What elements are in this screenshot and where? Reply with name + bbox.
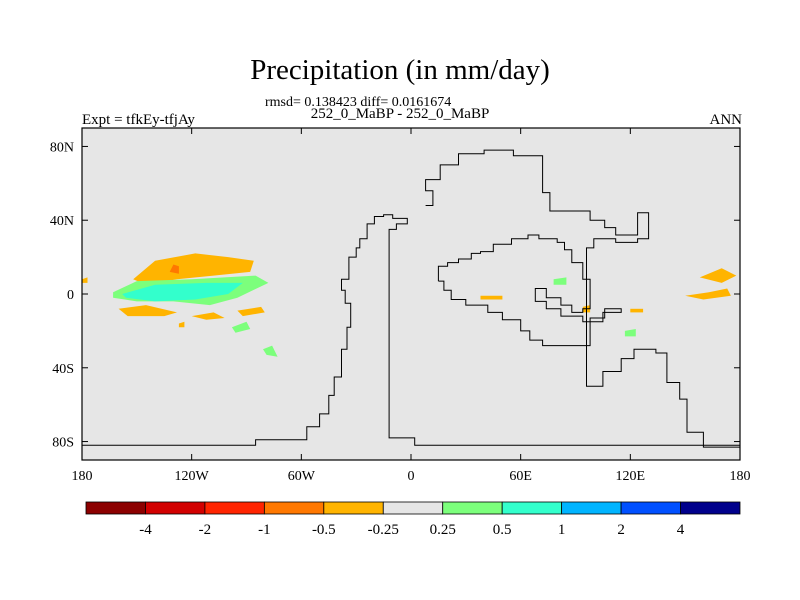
coastline-inner-coastline — [437, 234, 622, 347]
colorbar-label: -0.5 — [312, 522, 336, 538]
contour-region-4 — [118, 305, 177, 317]
season-label: ANN — [709, 112, 743, 128]
x-tick-label: 60E — [509, 469, 532, 484]
x-tick-label: 60W — [288, 469, 316, 484]
colorbar-swatch-4 — [323, 501, 384, 515]
colorbar-swatch-0 — [85, 501, 146, 515]
colorbar-label: -2 — [199, 522, 212, 538]
contour-region-0 — [133, 253, 254, 285]
contour-region-6 — [237, 306, 265, 317]
x-tick-label: 0 — [408, 469, 415, 484]
x-tick-label: 180 — [72, 469, 93, 484]
y-tick-label: 40S — [52, 362, 74, 377]
colorbar-label: 4 — [677, 522, 685, 538]
x-tick-label: 180 — [730, 469, 751, 484]
colorbar-label: -1 — [258, 522, 271, 538]
y-tick-label: 80N — [50, 140, 74, 155]
contour-region-1 — [169, 264, 179, 274]
contour-region-9 — [263, 345, 278, 357]
contour-region-15 — [624, 329, 636, 337]
y-tick-label: 40N — [50, 214, 74, 229]
colorbar-swatch-6 — [442, 501, 503, 515]
colorbar-label: 1 — [558, 522, 566, 538]
contour-region-11 — [553, 277, 567, 285]
y-tick-label: 0 — [67, 288, 74, 303]
contour-region-14 — [630, 308, 644, 313]
contour-region-7 — [178, 321, 185, 328]
chart-subtitle: 252_0_MaBP - 252_0_MaBP — [310, 106, 490, 122]
colorbar-swatch-1 — [145, 501, 206, 515]
colorbar-swatch-7 — [501, 501, 563, 515]
chart-title: Precipitation (in mm/day) — [250, 54, 550, 86]
contour-region-12 — [480, 295, 503, 300]
x-tick-label: 120W — [175, 469, 210, 484]
colorbar-label: 2 — [617, 522, 625, 538]
colorbar-swatch-3 — [263, 501, 325, 515]
colorbar-swatch-2 — [204, 501, 265, 515]
colorbar-swatch-5 — [382, 501, 444, 515]
contour-region-10 — [82, 277, 88, 283]
contour-region-3 — [122, 282, 243, 302]
contour-region-5 — [191, 312, 225, 320]
y-tick-label: 80S — [52, 436, 74, 451]
experiment-label: Expt = tfkEy-tfjAy — [82, 112, 195, 128]
colorbar-swatch-8 — [561, 501, 622, 515]
x-tick-label: 120E — [616, 469, 646, 484]
coastline-western-landmass — [82, 214, 740, 446]
colorbar-label: 0.25 — [430, 522, 456, 538]
contour-region-17 — [685, 288, 731, 300]
colorbar-label: 0.5 — [493, 522, 512, 538]
colorbar-label: -0.25 — [368, 522, 399, 538]
colorbar-swatch-10 — [680, 501, 741, 515]
contour-region-16 — [699, 268, 737, 283]
stats-label: rmsd= 0.138423 diff= 0.0161674 — [265, 95, 452, 110]
colorbar-swatch-9 — [620, 501, 681, 515]
colorbar-label: -4 — [139, 522, 152, 538]
coastline-northern-landmass — [425, 149, 740, 448]
contour-region-8 — [231, 321, 251, 333]
